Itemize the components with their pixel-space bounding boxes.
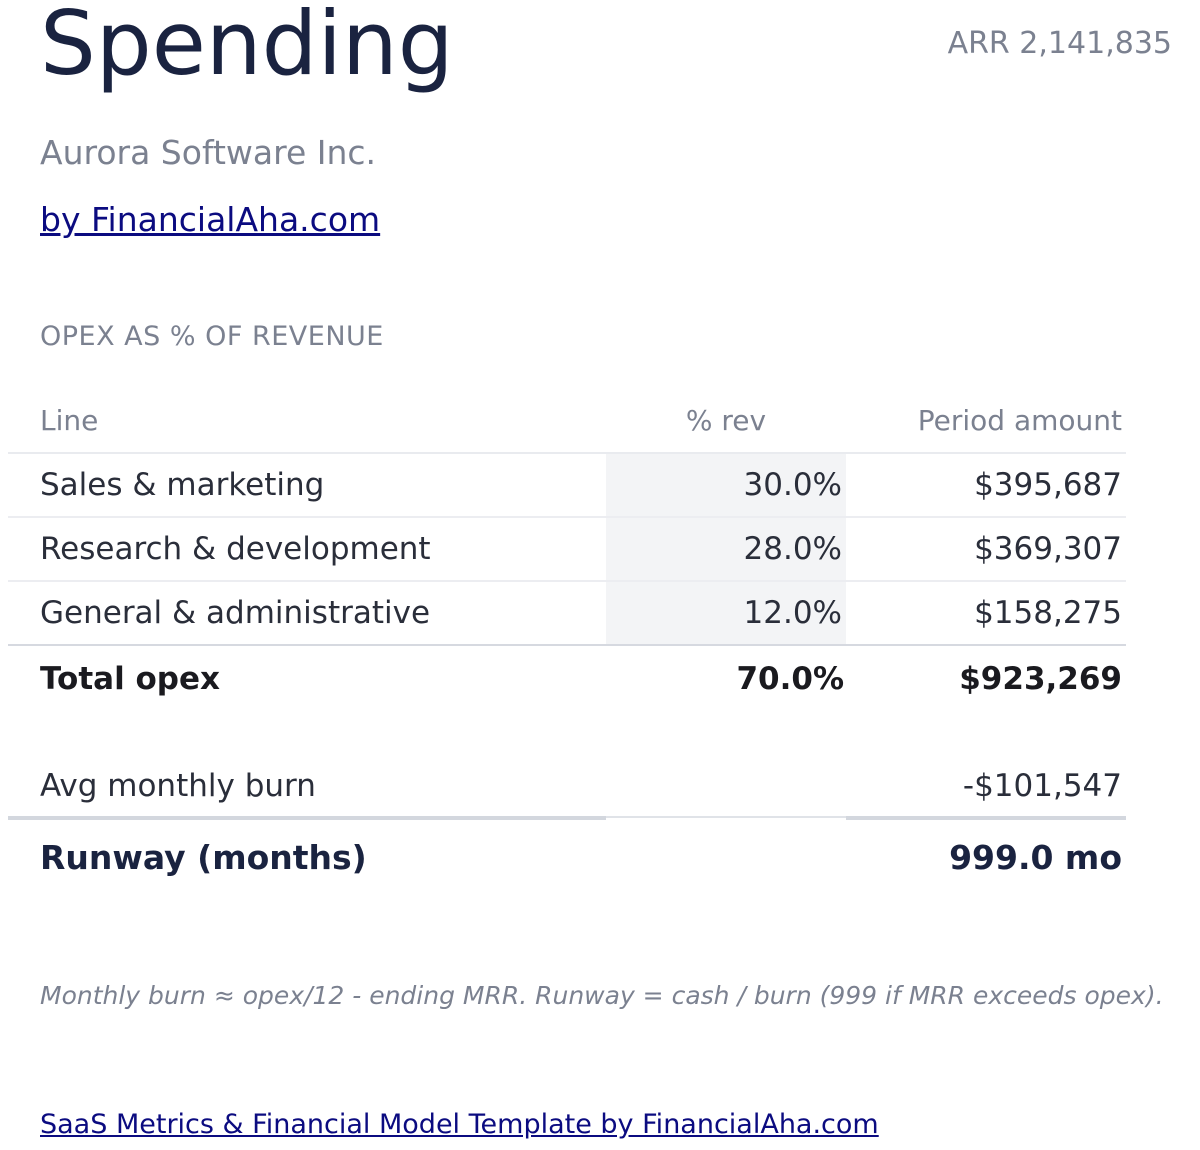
divider-segment bbox=[606, 816, 846, 818]
row-pct: 30.0% bbox=[606, 454, 846, 516]
total-label: Total opex bbox=[40, 661, 220, 697]
section-title: OPEX AS % OF REVENUE bbox=[40, 321, 384, 352]
divider-segment bbox=[846, 816, 1126, 820]
arr-value: ARR 2,141,835 bbox=[947, 26, 1172, 61]
runway-label: Runway (months) bbox=[40, 837, 367, 877]
table-header-row: Line % rev Period amount bbox=[8, 388, 1126, 454]
column-header-line: Line bbox=[40, 403, 99, 437]
table-row: Sales & marketing 30.0% $395,687 bbox=[8, 454, 1126, 518]
footnote: Monthly burn ≈ opex/12 - ending MRR. Run… bbox=[40, 981, 1164, 1010]
opex-table: Line % rev Period amount Sales & marketi… bbox=[8, 388, 1126, 646]
row-amount: $395,687 bbox=[974, 467, 1122, 503]
burn-row: Avg monthly burn -$101,547 bbox=[8, 756, 1126, 816]
row-label: Research & development bbox=[40, 531, 431, 567]
total-pct: 70.0% bbox=[736, 661, 844, 697]
column-header-pct-rev: % rev bbox=[685, 403, 767, 437]
company-name: Aurora Software Inc. bbox=[40, 133, 377, 172]
divider bbox=[8, 816, 1126, 820]
table-row: Research & development 28.0% $369,307 bbox=[8, 518, 1126, 582]
row-amount: $158,275 bbox=[974, 595, 1122, 631]
divider-segment bbox=[8, 816, 606, 820]
burn-label: Avg monthly burn bbox=[40, 768, 316, 804]
total-row: Total opex 70.0% $923,269 bbox=[8, 648, 1126, 710]
row-pct: 12.0% bbox=[606, 582, 846, 644]
row-pct: 28.0% bbox=[606, 518, 846, 580]
page-title: Spending bbox=[40, 0, 454, 95]
row-label: General & administrative bbox=[40, 595, 431, 631]
row-label: Sales & marketing bbox=[40, 467, 325, 503]
row-amount: $369,307 bbox=[974, 531, 1122, 567]
runway-value: 999.0 mo bbox=[949, 837, 1122, 877]
runway-row: Runway (months) 999.0 mo bbox=[8, 826, 1126, 888]
burn-value: -$101,547 bbox=[962, 768, 1122, 804]
total-amount: $923,269 bbox=[959, 661, 1122, 697]
table-row: General & administrative 12.0% $158,275 bbox=[8, 582, 1126, 646]
byline-link[interactable]: by FinancialAha.com bbox=[40, 200, 381, 239]
column-header-period-amount: Period amount bbox=[917, 403, 1122, 437]
footer-link[interactable]: SaaS Metrics & Financial Model Template … bbox=[40, 1109, 879, 1140]
